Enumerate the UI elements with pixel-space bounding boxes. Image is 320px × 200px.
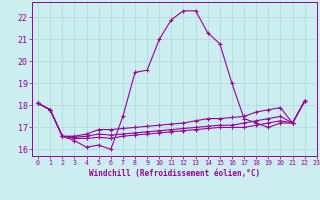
X-axis label: Windchill (Refroidissement éolien,°C): Windchill (Refroidissement éolien,°C) (89, 169, 260, 178)
